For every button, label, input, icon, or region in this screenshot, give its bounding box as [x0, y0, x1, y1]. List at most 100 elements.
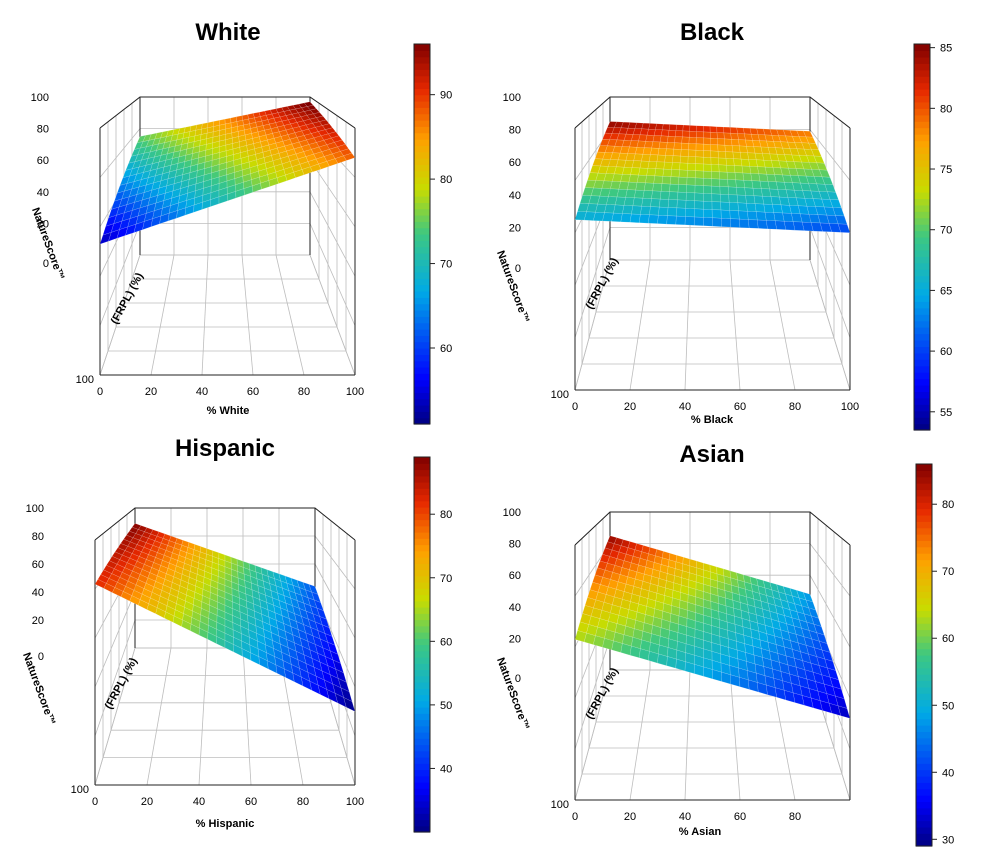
colorbar-tick-label: 70: [440, 259, 452, 271]
surface-cell: [696, 131, 704, 139]
surface-cell: [739, 145, 748, 153]
x-tick-label: 80: [789, 401, 801, 413]
surface-cell: [688, 137, 697, 144]
x-tick-label: 0: [92, 796, 98, 808]
colorbar-tick-label: 80: [440, 174, 452, 186]
surface-cell: [703, 178, 712, 187]
surface-cell: [717, 151, 727, 159]
surface-cell: [703, 185, 712, 194]
surface-cell: [660, 191, 670, 200]
surface-cell: [711, 171, 720, 180]
surface-cell: [679, 162, 689, 171]
surface-cell: [694, 177, 704, 186]
z-tick-label: 80: [37, 124, 49, 136]
surface-cell: [646, 168, 656, 177]
surface-cell: [725, 158, 735, 166]
x-tick-label: 100: [346, 386, 364, 398]
surface-cell: [687, 163, 696, 171]
surface-cell: [737, 202, 748, 212]
surface-cell: [668, 130, 677, 137]
z-tick-label: 60: [37, 155, 49, 167]
surface-cell: [660, 183, 671, 192]
surface-cell: [664, 155, 674, 163]
surface-cell: [636, 174, 647, 184]
z-tick-label: 40: [32, 587, 44, 599]
surface-cell: [743, 180, 754, 189]
colorbar-tick-label: 50: [440, 700, 452, 712]
surface-cell: [728, 194, 739, 203]
surface-cell: [682, 124, 691, 132]
surface-cell: [665, 148, 674, 156]
surface-cell: [720, 209, 731, 219]
surface-cell: [687, 156, 696, 164]
x-axis-label: % Hispanic: [196, 818, 255, 830]
z-axis-label: NatureScore™: [494, 656, 531, 732]
surface-cell: [750, 173, 761, 182]
surface-cell: [711, 209, 722, 219]
y-tick-label: 100: [76, 374, 94, 386]
surface-cell: [659, 135, 669, 143]
surface-cell: [751, 180, 762, 189]
surface-cell: [654, 168, 664, 177]
surface-cell: [620, 213, 632, 223]
surface-cell: [652, 183, 663, 192]
surface-cell: [739, 218, 750, 229]
y-axis-label: (FRPL) (%): [584, 666, 621, 722]
surface-cell: [745, 195, 756, 204]
surface-cell: [667, 199, 678, 209]
x-axis-label: % Asian: [679, 826, 722, 838]
surface-cell: [740, 152, 749, 160]
surface-cell: [759, 180, 770, 190]
surface-cell: [685, 200, 695, 209]
surface-cell: [622, 205, 634, 215]
z-tick-label: 20: [37, 218, 49, 230]
x-tick-label: 40: [193, 796, 205, 808]
colorbar: 60 70 80 90: [413, 43, 452, 425]
surface-cell: [672, 148, 682, 157]
z-tick-label: 100: [26, 503, 44, 515]
surface-cell: [666, 142, 675, 150]
surface-cell: [632, 197, 644, 207]
z-tick-label: 20: [509, 222, 521, 234]
z-tick-label: 0: [515, 263, 521, 275]
x-tick-label: 60: [247, 386, 259, 398]
surface-cell: [740, 158, 750, 167]
z-tick-label: 100: [31, 92, 49, 104]
x-tick-label: 60: [734, 401, 746, 413]
surface-cell: [703, 193, 713, 202]
surface-cell: [670, 169, 680, 178]
x-tick-label: 0: [572, 811, 578, 823]
z-tick-label: 0: [38, 651, 44, 663]
colorbar-tick-label: 70: [940, 225, 952, 237]
surface-cell: [655, 123, 664, 130]
surface-cell: [646, 129, 656, 136]
surface-cell: [775, 220, 786, 230]
surface-cell: [754, 203, 766, 213]
surface-cell: [711, 185, 721, 195]
surface-cell: [688, 149, 697, 157]
surface-cell: [604, 204, 616, 214]
surface-cell: [710, 164, 720, 173]
surface-cell: [744, 133, 753, 141]
surface-cell: [718, 157, 727, 166]
x-tick-label: 0: [97, 386, 103, 398]
x-tick-label: 60: [245, 796, 257, 808]
colorbar-tick-label: 80: [440, 509, 452, 521]
surface-cell: [703, 209, 713, 218]
surface-cell: [602, 212, 614, 222]
x-tick-label: 100: [346, 796, 364, 808]
surface-cell: [647, 161, 658, 169]
z-tick-label: 40: [509, 602, 521, 614]
surface-cell: [694, 208, 704, 218]
surface-cell: [631, 205, 642, 215]
surface-cell: [729, 202, 739, 212]
surface-cell: [695, 143, 704, 151]
surface-cell: [675, 130, 683, 138]
surface-cell: [719, 178, 729, 188]
surface-cell: [736, 194, 747, 204]
surface-cell: [639, 214, 650, 224]
surface-cell: [717, 144, 726, 152]
x-tick-label: 80: [298, 386, 310, 398]
surface-cell: [657, 148, 667, 156]
